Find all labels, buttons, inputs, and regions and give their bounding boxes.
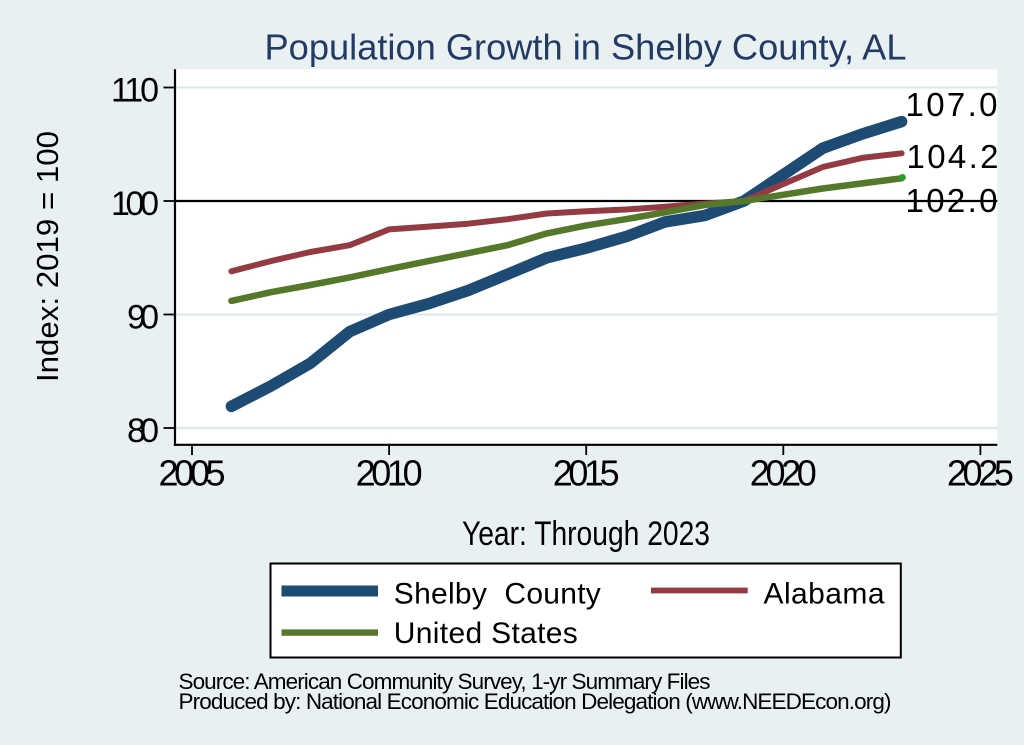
svg-text:110: 110 [111,71,159,109]
svg-text:2015: 2015 [553,453,620,494]
svg-text:Index: 2019 = 100: Index: 2019 = 100 [30,131,65,382]
svg-text:Shelby County: Shelby County [394,578,601,611]
svg-text:90: 90 [127,298,159,336]
svg-text:2025: 2025 [947,453,1014,494]
svg-text:Year: Through 2023: Year: Through 2023 [462,515,710,553]
svg-text:100: 100 [111,185,159,223]
svg-text:107.0: 107.0 [906,86,998,123]
svg-text:Source: American Community Sur: Source: American Community Survey, 1-yr … [179,669,711,694]
svg-text:2020: 2020 [750,453,817,494]
svg-text:Alabama: Alabama [764,578,885,611]
svg-text:Produced by: National Economic: Produced by: National Economic Education… [179,689,892,714]
svg-text:80: 80 [127,412,159,450]
svg-text:104.2: 104.2 [907,138,999,175]
svg-text:102.0: 102.0 [906,182,998,219]
svg-text:United States: United States [394,617,578,650]
svg-text:2005: 2005 [159,453,226,494]
svg-text:2010: 2010 [356,453,423,494]
svg-text:Population Growth in Shelby Co: Population Growth in Shelby County, AL [265,27,907,68]
